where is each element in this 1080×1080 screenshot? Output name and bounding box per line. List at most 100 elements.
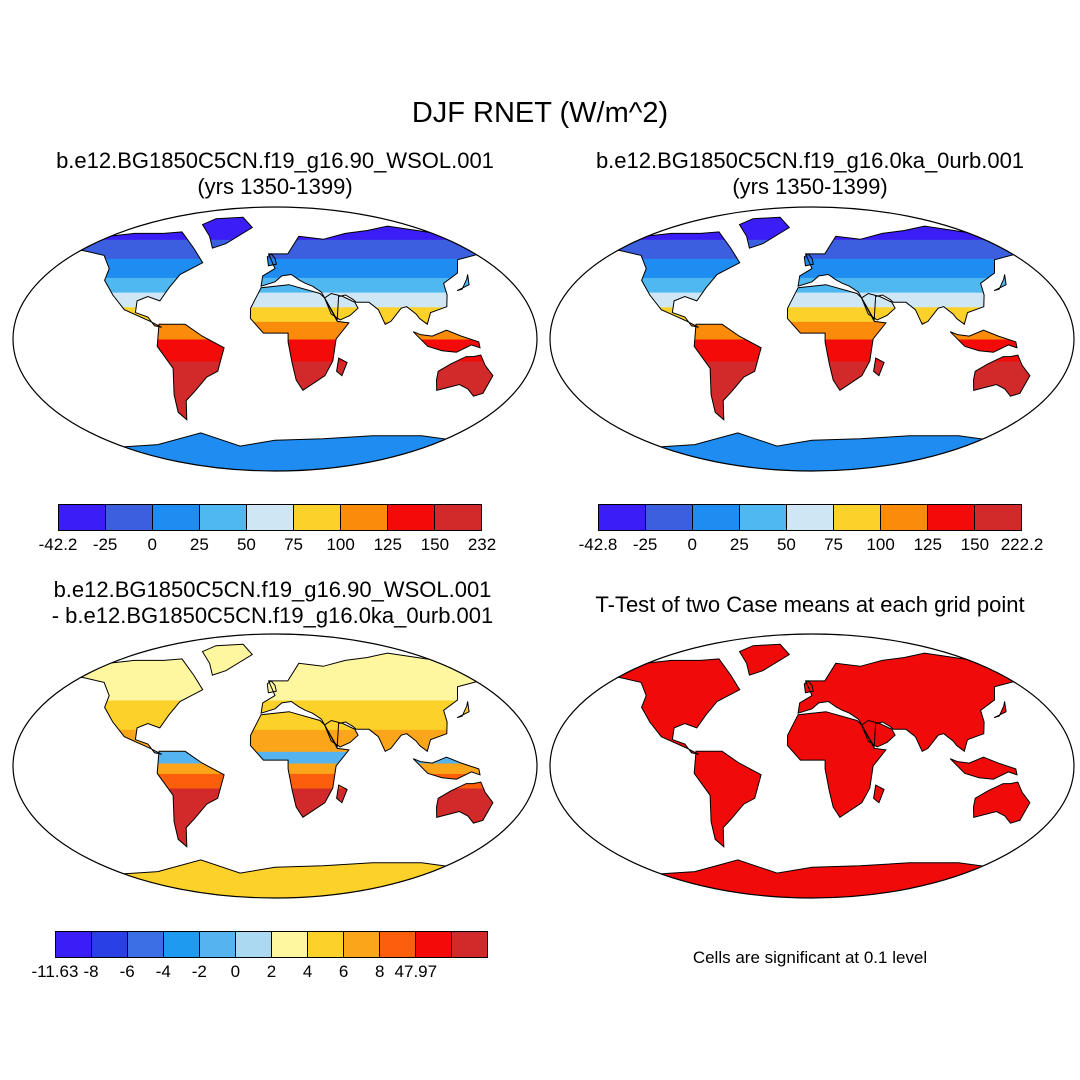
colorbar-swatch (693, 505, 740, 530)
colorbar-tick-label: 2 (266, 962, 277, 981)
coastline-africa (786, 284, 887, 391)
colorbar-tick-label: 50 (236, 535, 256, 554)
panel3-title: b.e12.BG1850C5CN.f19_g16.90_WSOL.001 - b… (15, 577, 530, 629)
coastline-northAmerica (604, 658, 741, 755)
panel3-title-line2: - b.e12.BG1850C5CN.f19_g16.0ka_0urb.001 (51, 603, 494, 628)
coastline-eurasia (260, 652, 493, 753)
colorbar-tick-label: 8 (375, 962, 385, 981)
coastline-australia (972, 354, 1031, 397)
coastline-arabia (860, 719, 896, 748)
panel1-colorbar (58, 504, 482, 531)
colorbar-swatch (106, 505, 153, 530)
colorbar-tick-label: 25 (189, 535, 209, 554)
panel4-title: T-Test of two Case means at each grid po… (595, 592, 1025, 617)
colorbar-swatch (740, 505, 787, 530)
colorbar-tick-label: 4 (302, 962, 313, 981)
colorbar-tick-label: 75 (284, 535, 304, 554)
colorbar-swatch (294, 505, 341, 530)
coastline-arabia (860, 292, 896, 321)
colorbar-tick-label: -42.8 (578, 535, 618, 554)
colorbar-swatch (272, 932, 308, 957)
colorbar-swatch (308, 932, 344, 957)
coastline-northAmerica (604, 231, 741, 328)
coastline-eurasia (797, 652, 1030, 753)
colorbar-tick-label: -25 (632, 535, 658, 554)
colorbar-swatch (59, 505, 106, 530)
colorbar-tick-label: -2 (191, 962, 207, 981)
coastline-greenland (201, 643, 254, 676)
colorbar-tick-label: 6 (338, 962, 349, 981)
panel1-title-line1: b.e12.BG1850C5CN.f19_g16.90_WSOL.001 (56, 148, 494, 173)
coastline-japan (456, 274, 470, 292)
coastline-indonesia (412, 329, 481, 353)
coastline-africa (786, 711, 887, 818)
coastline-uk (803, 253, 814, 267)
coastline-indonesia (412, 756, 481, 780)
coastline-australia (435, 354, 494, 397)
colorbar-swatch (380, 932, 416, 957)
colorbar-swatch (416, 932, 452, 957)
coastline-eurasia (797, 225, 1030, 326)
colorbar-tick-label: 150 (960, 535, 990, 554)
coastline-africa (249, 711, 350, 818)
panel2-title-line1: b.e12.BG1850C5CN.f19_g16.0ka_0urb.001 (595, 148, 1025, 173)
colorbar-tick-label: -11.63 (31, 962, 79, 981)
panel1-title: b.e12.BG1850C5CN.f19_g16.90_WSOL.001 (yr… (20, 148, 530, 200)
colorbar-tick-label: 125 (373, 535, 402, 554)
panel3-colorbar-labels: -11.63 -8 -6 -4 -2 0 2 4 6 8 47.97 (32, 962, 488, 984)
colorbar-tick-label: 47.97 (394, 962, 438, 981)
map-border (12, 206, 538, 472)
colorbar-swatch (341, 505, 388, 530)
colorbar-swatch (56, 932, 92, 957)
coastline-arabia (323, 719, 359, 748)
colorbar-tick-label: -4 (155, 962, 171, 981)
colorbar-swatch (153, 505, 200, 530)
colorbar-tick-label: 0 (687, 535, 697, 554)
coastline-australia (435, 781, 494, 824)
coastline-eurasia (260, 225, 493, 326)
colorbar-tick-label: 50 (776, 535, 796, 554)
colorbar-tick-label: 100 (326, 535, 355, 554)
coastline-northAmerica (67, 658, 204, 755)
colorbar-tick-label: 75 (824, 535, 844, 554)
colorbar-tick-label: 25 (729, 535, 749, 554)
colorbar-swatch (435, 505, 481, 530)
colorbar-swatch (236, 932, 272, 957)
coastline-africa (249, 284, 350, 391)
coastline-madagascar (873, 357, 885, 377)
coastline-southAmerica (156, 750, 225, 848)
colorbar-tick-label: 150 (420, 535, 450, 554)
colorbar-tick-label: -25 (92, 535, 118, 554)
colorbar-tick-label: -8 (83, 962, 99, 981)
coastline-madagascar (873, 784, 885, 804)
panel2-title-line2: (yrs 1350-1399) (732, 174, 888, 199)
colorbar-swatch (928, 505, 975, 530)
colorbar-swatch (164, 932, 200, 957)
colorbar-swatch (388, 505, 435, 530)
colorbar-swatch (200, 932, 236, 957)
colorbar-swatch (646, 505, 693, 530)
coastline-greenland (201, 216, 254, 249)
colorbar-tick-label: 0 (147, 535, 157, 554)
coastline-greenland (738, 643, 791, 676)
panel2-colorbar (598, 504, 1022, 531)
coastline-southAmerica (693, 750, 762, 848)
coastline-madagascar (336, 357, 348, 377)
coastline-greenland (738, 216, 791, 249)
coastline-arabia (323, 292, 359, 321)
colorbar-tick-label: -42.2 (38, 535, 78, 554)
colorbar-tick-label: 125 (913, 535, 942, 554)
coastline-japan (993, 274, 1007, 292)
colorbar-tick-label: -6 (119, 962, 135, 981)
coastline-uk (266, 253, 277, 267)
coastline-uk (266, 680, 277, 694)
colorbar-swatch (128, 932, 164, 957)
significance-note: Cells are significant at 0.1 level (692, 948, 928, 967)
panel4-map (549, 633, 1075, 899)
colorbar-swatch (92, 932, 128, 957)
coastline-northAmerica (67, 231, 204, 328)
panel2-map (549, 206, 1075, 472)
colorbar-swatch (834, 505, 881, 530)
colorbar-swatch (452, 932, 487, 957)
colorbar-tick-label: 100 (866, 535, 895, 554)
